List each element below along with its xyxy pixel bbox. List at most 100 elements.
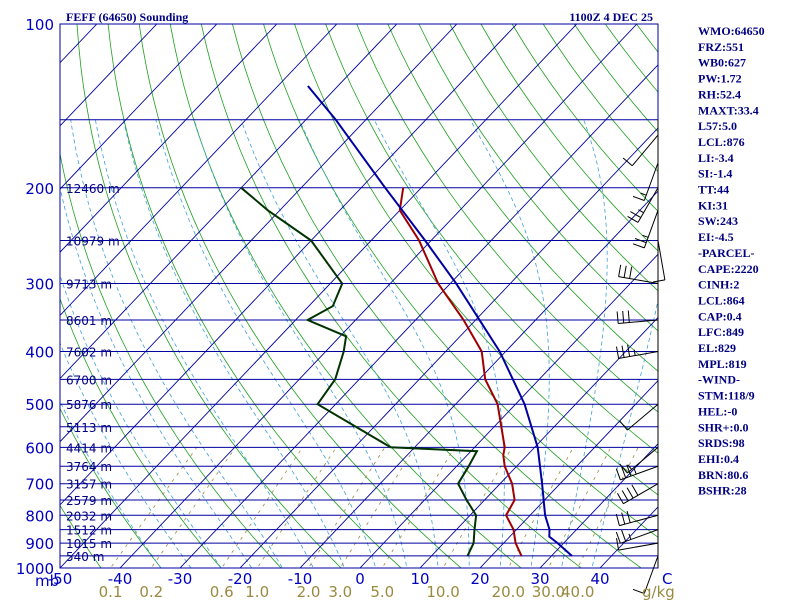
isotherm [299, 190, 658, 568]
dry-adiabat [138, 24, 462, 568]
sounding-index: SI:-1.4 [698, 167, 732, 181]
wind-barb-staff [627, 446, 659, 474]
wind-barb-staff [627, 403, 659, 431]
wind-barb-staff [618, 351, 659, 359]
wind-barb-flag [618, 264, 622, 277]
sounding-index: EHI:0.4 [698, 452, 739, 466]
sounding-index: HEL:-0 [698, 404, 737, 418]
pressure-tick-label: 700 [25, 476, 54, 494]
pressure-unit-label: mb [35, 572, 59, 590]
wind-barb [618, 264, 659, 285]
temperature-trace [398, 187, 523, 557]
isotherm [60, 24, 278, 253]
dry-adiabat [356, 24, 658, 413]
wind-barb [615, 529, 659, 544]
height-label: 5876 m [66, 398, 112, 412]
isotherm [239, 127, 658, 568]
isotherm [60, 24, 518, 506]
dry-adiabat [60, 151, 282, 568]
wind-barb-flag [632, 195, 645, 201]
wind-barb-flag [634, 238, 647, 244]
wind-barb-staff [643, 162, 659, 201]
wind-barb-flag [626, 487, 634, 499]
wind-barb-flag [616, 311, 619, 324]
wind-barb-staff [618, 319, 659, 324]
sounding-index: RH:52.4 [698, 87, 741, 101]
wind-barb [632, 555, 659, 594]
mixing-ratio-tick-label: 10.0 [426, 583, 459, 600]
sounding-index: SHR+:0.0 [698, 420, 749, 434]
wind-barb [632, 210, 659, 249]
dry-adiabat [263, 24, 658, 538]
sounding-index: KI:31 [698, 198, 728, 212]
wind-barb-staff [623, 483, 659, 505]
pressure-tick-label: 900 [25, 535, 54, 553]
temperature-tick-label: -10 [288, 570, 313, 588]
sounding-index: WB0:627 [698, 56, 746, 70]
dry-adiabat [169, 24, 522, 568]
sounding-index: EI:-4.5 [698, 230, 734, 244]
dry-adiabat [449, 24, 658, 292]
mixing-ratio-line [442, 447, 513, 568]
wind-barb-staff [631, 134, 659, 167]
sounding-index: CINH:2 [698, 278, 739, 292]
dry-adiabat [60, 297, 222, 568]
mixing-ratio-tick-labels: 0.1 0.2 0.6 1.0 2.0 3.0 5.0 10.0 20.0 30.040.0 [99, 583, 595, 600]
wind-barb [616, 483, 659, 505]
sounding-index: TT:44 [698, 183, 729, 197]
isotherm [60, 24, 338, 317]
wind-barb-flag [633, 349, 636, 356]
wind-barb-flag [622, 157, 633, 167]
mixing-ratio-tick-label: 0.2 [139, 583, 163, 600]
temperature-tick-label: -50 [48, 570, 73, 588]
wind-barb [615, 464, 659, 481]
sounding-index: CAP:0.4 [698, 309, 742, 323]
wind-barb-flag [629, 266, 633, 279]
wind-barb [619, 403, 659, 431]
height-label: 10979 m [66, 235, 120, 249]
isotherm [359, 253, 658, 568]
mixing-ratio-unit-label: g/kg [642, 583, 675, 600]
isotherm [419, 316, 658, 568]
wind-barb-staff [619, 514, 659, 527]
wind-barb-staff [643, 555, 659, 594]
sounding-index: BSHR:28 [698, 484, 747, 498]
isotherm [60, 24, 398, 380]
dry-adiabat [480, 24, 658, 252]
wind-barb-flag [632, 243, 645, 249]
wind-barb-flag [627, 344, 631, 357]
wind-barb [653, 240, 666, 283]
wind-barb-flag [627, 464, 632, 470]
wind-barb-flag [619, 420, 628, 431]
dry-adiabat [387, 24, 658, 372]
wind-barb-staff [657, 240, 666, 280]
wind-barb-flag [615, 513, 620, 526]
wind-barb [619, 446, 659, 474]
chart-grid [60, 24, 658, 568]
sounding-index: SW:243 [698, 214, 738, 228]
sounding-index: CAPE:2220 [698, 262, 759, 276]
isotherm [479, 379, 658, 568]
sounding-index: BRN:80.6 [698, 468, 748, 482]
wind-barb-flag [628, 533, 632, 540]
sounding-time: 1100Z 4 DEC 25 [569, 10, 653, 24]
dry-adiabat [325, 24, 658, 454]
wind-barb-flag [627, 215, 639, 223]
dry-adiabat [60, 407, 162, 568]
isotherm [60, 24, 578, 568]
wind-barb-flag [621, 345, 625, 358]
wind-barb-flag [630, 211, 642, 219]
dry-adiabat [418, 24, 658, 332]
pressure-tick-label: 1000 [16, 560, 54, 578]
wind-barb-flag [632, 588, 645, 594]
height-label: 540 m [66, 550, 104, 564]
wind-barb [616, 538, 659, 551]
mixing-ratio-line [110, 447, 198, 568]
wind-barb [616, 344, 659, 359]
pressure-labels: 100 200 300 400 500 600 700 800 900 1000 [16, 16, 54, 578]
temperature-tick-label: 30 [530, 570, 549, 588]
mixing-ratio-line [339, 447, 416, 568]
sounding-index: L57:5.0 [698, 119, 737, 133]
wind-barb-flag [627, 310, 630, 323]
